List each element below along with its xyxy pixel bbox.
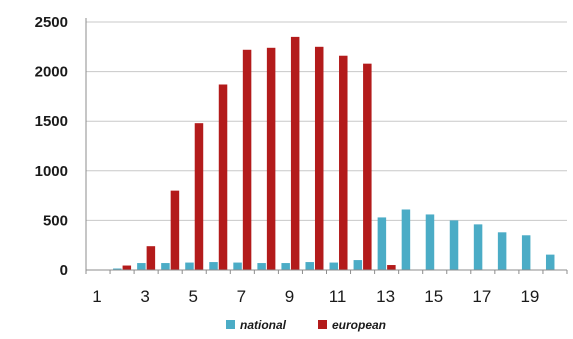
bar-european [339,56,348,270]
bar-european [147,246,156,270]
bar-national [305,262,314,270]
bar-national [137,263,146,270]
bar-national [546,255,555,270]
y-tick-label: 500 [43,212,68,229]
x-tick-label: 1 [92,287,101,306]
bar-national [209,262,218,270]
bar-european [387,265,396,270]
x-tick-label: 15 [424,287,443,306]
y-tick-label: 2500 [35,14,68,31]
legend-swatch-national [226,320,235,329]
legend: national european [226,318,386,332]
bar-european [171,191,180,270]
bar-national [474,224,483,270]
x-tick-label: 9 [285,287,294,306]
bar-national [426,214,435,270]
bar-european [315,47,324,270]
x-tick-label: 11 [329,287,347,306]
y-tick-label: 1000 [35,163,68,180]
y-tick-label: 1500 [35,113,68,130]
y-tick-label: 0 [60,262,68,279]
bar-national [378,217,387,270]
bar-european [291,37,300,270]
x-tick-label: 3 [140,287,149,306]
bar-national [450,220,459,270]
bar-national [522,235,531,270]
axes [86,18,567,274]
bar-national [161,263,170,270]
bar-european [363,64,372,270]
bar-national [402,209,411,270]
x-tick-label: 5 [188,287,197,306]
bar-european [195,123,204,270]
legend-swatch-european [318,320,327,329]
bar-national [330,263,339,270]
bar-european [267,48,276,270]
bar-national [257,263,266,270]
bar-european [243,50,252,270]
x-tick-label: 17 [472,287,491,306]
bar-national [354,260,363,270]
y-tick-label: 2000 [35,64,68,81]
bar-national [233,263,242,270]
bar-national [281,263,290,270]
bar-national [185,263,194,270]
bar-national [498,232,507,270]
x-tick-label: 7 [237,287,246,306]
gridlines [86,22,567,220]
x-tick-label: 13 [376,287,395,306]
y-tick-labels: 0 500 1000 1500 2000 2500 [35,14,68,279]
bar-european [123,266,132,270]
x-tick-label: 19 [520,287,539,306]
bar-european [219,84,228,270]
legend-label-national: national [240,318,287,332]
legend-label-european: european [332,318,386,332]
